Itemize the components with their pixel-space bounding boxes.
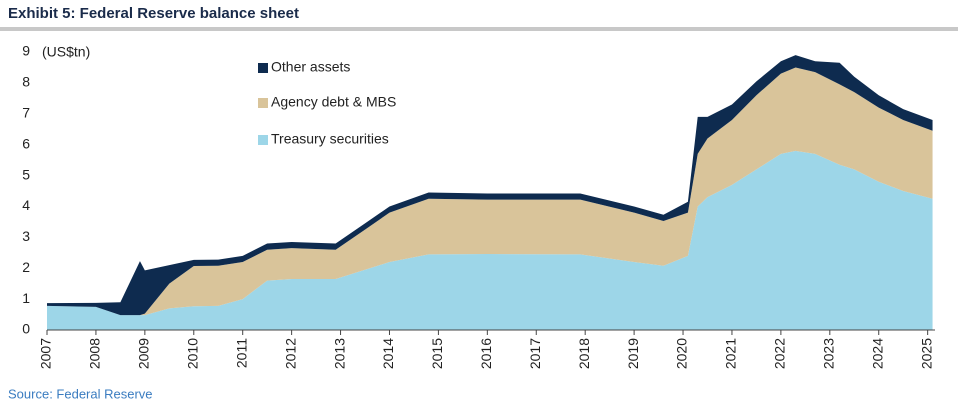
y-tick-label: 9 <box>22 43 30 59</box>
x-tick-label: 2011 <box>233 338 249 368</box>
area <box>47 150 933 330</box>
area <box>47 67 933 316</box>
legend-swatch <box>258 135 268 145</box>
y-tick-label: 7 <box>22 104 30 120</box>
x-tick-label: 2008 <box>87 338 103 369</box>
x-tick-label: 2025 <box>918 338 934 369</box>
chart-title: Exhibit 5: Federal Reserve balance sheet <box>8 5 299 22</box>
x-tick-label: 2023 <box>821 338 837 369</box>
x-tick-label: 2019 <box>625 338 641 369</box>
y-tick-label: 0 <box>22 321 30 337</box>
y-axis-unit: (US$tn) <box>42 44 90 60</box>
y-tick-label: 4 <box>22 197 30 213</box>
legend-label: Agency debt & MBS <box>271 94 396 110</box>
legend-label: Treasury securities <box>271 131 389 147</box>
y-tick-label: 8 <box>22 74 30 90</box>
legend-swatch <box>258 63 268 73</box>
x-tick-label: 2013 <box>331 338 347 369</box>
x-tick-label: 2021 <box>723 338 739 369</box>
y-tick-label: 3 <box>22 228 30 244</box>
y-tick-label: 6 <box>22 135 30 151</box>
x-tick-label: 2012 <box>282 338 298 369</box>
x-tick-label: 2024 <box>869 338 885 369</box>
x-tick-label: 2015 <box>429 338 445 369</box>
x-tick-label: 2014 <box>380 338 396 369</box>
x-tick-label: 2017 <box>527 338 543 369</box>
area <box>47 55 933 316</box>
x-tick-label: 2016 <box>478 338 494 369</box>
y-tick-label: 1 <box>22 290 30 306</box>
x-tick-label: 2009 <box>136 338 152 369</box>
y-tick-label: 5 <box>22 166 30 182</box>
x-tick-label: 2010 <box>184 338 200 369</box>
x-tick-label: 2007 <box>38 338 54 369</box>
legend-label: Other assets <box>271 59 350 75</box>
legend-swatch <box>258 98 268 108</box>
title-rule <box>0 27 958 31</box>
y-tick-label: 2 <box>22 259 30 275</box>
source: Source: Federal Reserve <box>8 386 153 401</box>
x-tick-label: 2022 <box>772 338 788 369</box>
x-tick-label: 2020 <box>674 338 690 369</box>
x-tick-label: 2018 <box>576 338 592 369</box>
